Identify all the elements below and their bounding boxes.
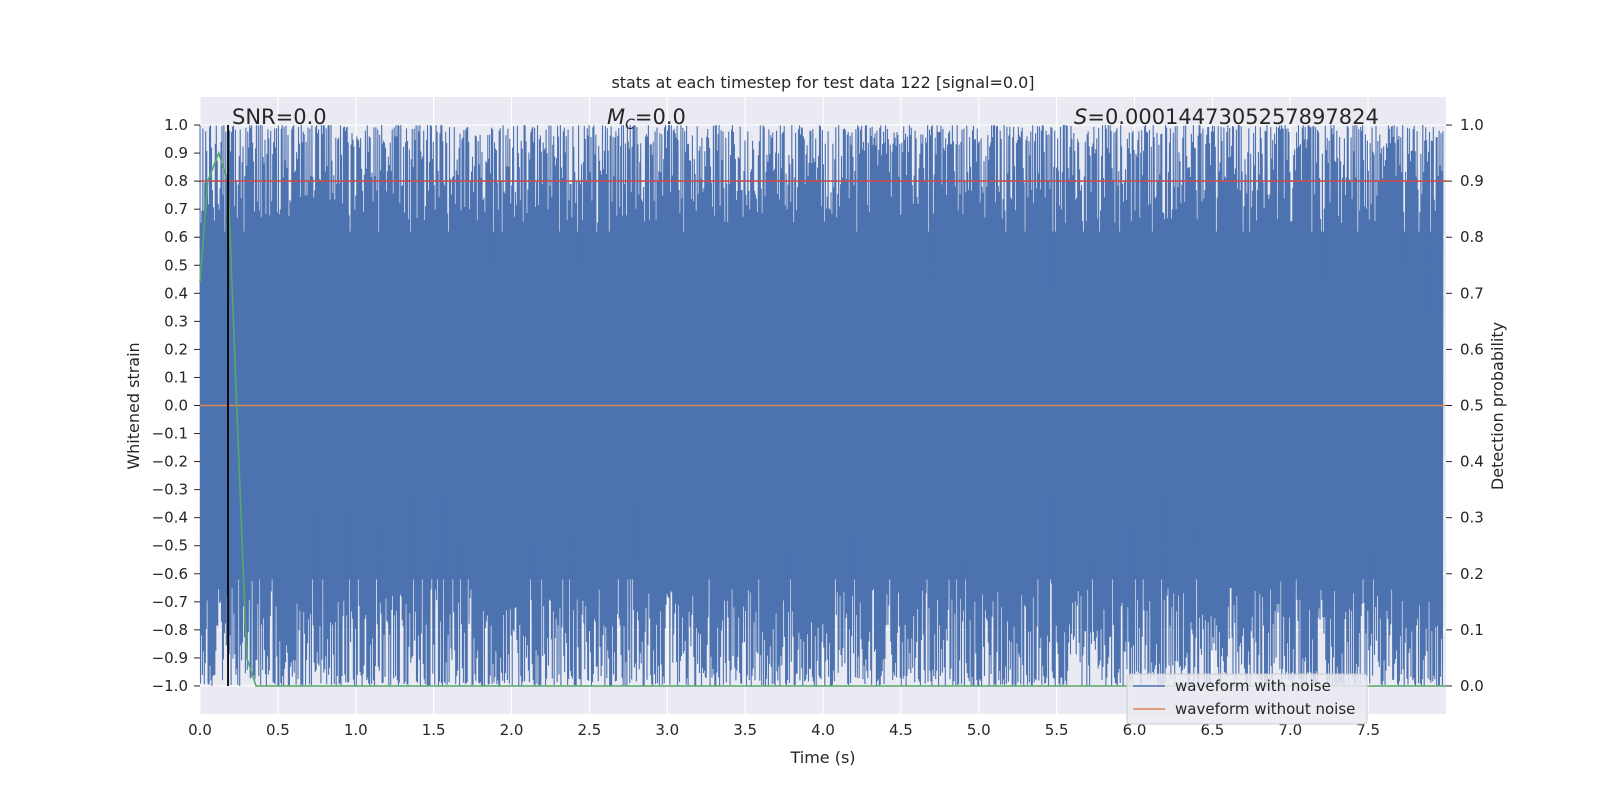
y-tick-label: 0.7 bbox=[164, 200, 188, 218]
y-tick-label: −0.3 bbox=[152, 481, 188, 499]
right-y-tick-label: 0.2 bbox=[1460, 565, 1484, 583]
y-tick-label: 0.2 bbox=[164, 340, 188, 358]
chart-title: stats at each timestep for test data 122… bbox=[611, 73, 1034, 92]
x-tick-labels: 0.0 0.5 1.0 1.5 2.0 2.5 3.0 3.5 4.0 4.5 5.0 5.5 6.0 6… bbox=[188, 721, 1380, 739]
right-y-tick-labels: 1.0 0.9 0.8 0.7 0.6 0.5 0.4 0.3 0.2 0.1 0.0 bbox=[1446, 116, 1484, 695]
legend-label-clean: waveform without noise bbox=[1175, 700, 1355, 718]
y-tick-label: −0.1 bbox=[152, 425, 188, 443]
right-y-tick-label: 1.0 bbox=[1460, 116, 1484, 134]
y-tick-label: −0.5 bbox=[152, 537, 188, 555]
x-tick-label: 2.5 bbox=[577, 721, 601, 739]
snr-annotation: SNR=0.0 bbox=[232, 105, 327, 129]
right-y-tick-label: 0.7 bbox=[1460, 284, 1484, 302]
x-tick-label: 5.0 bbox=[967, 721, 991, 739]
y-tick-label: 1.0 bbox=[164, 116, 188, 134]
x-tick-label: 6.5 bbox=[1200, 721, 1224, 739]
y-tick-label: 0.3 bbox=[164, 312, 188, 330]
x-tick-label: 5.5 bbox=[1045, 721, 1069, 739]
y-tick-label: −0.2 bbox=[152, 453, 188, 471]
x-tick-label: 4.0 bbox=[811, 721, 835, 739]
y-tick-label: −0.7 bbox=[152, 593, 188, 611]
s-value: =0.0001447305257897824 bbox=[1087, 105, 1379, 129]
right-y-tick-label: 0.0 bbox=[1460, 677, 1484, 695]
x-tick-label: 3.5 bbox=[733, 721, 757, 739]
x-tick-label: 3.0 bbox=[655, 721, 679, 739]
y-tick-label: −0.9 bbox=[152, 649, 188, 667]
y-tick-label: 0.1 bbox=[164, 368, 188, 386]
y-tick-label: 0.4 bbox=[164, 284, 188, 302]
chirp-mass-symbol: M bbox=[607, 105, 625, 129]
legend-label-noise: waveform with noise bbox=[1175, 677, 1331, 695]
x-tick-label: 1.0 bbox=[344, 721, 368, 739]
legend: waveform with noise waveform without noi… bbox=[1126, 673, 1368, 725]
x-axis-label: Time (s) bbox=[789, 748, 855, 767]
y-axis-label: Whitened strain bbox=[124, 342, 143, 469]
y-tick-label: 0.9 bbox=[164, 144, 188, 162]
y-tick-label: 0.0 bbox=[164, 397, 188, 415]
s-symbol: S bbox=[1074, 105, 1087, 129]
chirp-mass-value: =0.0 bbox=[635, 105, 686, 129]
x-tick-label: 7.0 bbox=[1278, 721, 1302, 739]
right-y-tick-label: 0.5 bbox=[1460, 397, 1484, 415]
chirp-mass-subscript: C bbox=[625, 117, 635, 133]
s-annotation: S=0.0001447305257897824 bbox=[1074, 105, 1379, 129]
x-tick-label: 1.5 bbox=[422, 721, 446, 739]
x-tick-label: 0.5 bbox=[266, 721, 290, 739]
x-tick-label: 4.5 bbox=[889, 721, 913, 739]
x-tick-label: 0.0 bbox=[188, 721, 212, 739]
detection-probability-line bbox=[199, 150, 1446, 687]
x-tick-label: 7.5 bbox=[1356, 721, 1380, 739]
y-tick-label: 0.8 bbox=[164, 172, 188, 190]
y-tick-labels: 1.0 0.9 0.8 0.7 0.6 0.5 0.4 0.3 0.2 0.1 0.0 −0.1 −0.… bbox=[152, 116, 200, 695]
legend-box bbox=[1126, 673, 1368, 725]
right-y-tick-label: 0.3 bbox=[1460, 509, 1484, 527]
right-y-tick-label: 0.8 bbox=[1460, 228, 1484, 246]
y-tick-label: −1.0 bbox=[152, 677, 188, 695]
right-y-tick-label: 0.6 bbox=[1460, 340, 1484, 358]
chirp-mass-annotation: MC=0.0 bbox=[607, 105, 686, 133]
y-tick-label: 0.5 bbox=[164, 256, 188, 274]
right-y-tick-label: 0.1 bbox=[1460, 621, 1484, 639]
right-y-tick-label: 0.4 bbox=[1460, 453, 1484, 471]
x-tick-label: 6.0 bbox=[1123, 721, 1147, 739]
y-tick-label: −0.8 bbox=[152, 621, 188, 639]
right-y-tick-label: 0.9 bbox=[1460, 172, 1484, 190]
noise-waveform-line bbox=[199, 124, 1444, 687]
plot-area bbox=[199, 124, 1446, 687]
y-tick-label: −0.4 bbox=[152, 509, 188, 527]
right-y-axis-label: Detection probability bbox=[1488, 322, 1507, 490]
y-tick-label: −0.6 bbox=[152, 565, 188, 583]
y-tick-label: 0.6 bbox=[164, 228, 188, 246]
x-tick-label: 2.0 bbox=[500, 721, 524, 739]
